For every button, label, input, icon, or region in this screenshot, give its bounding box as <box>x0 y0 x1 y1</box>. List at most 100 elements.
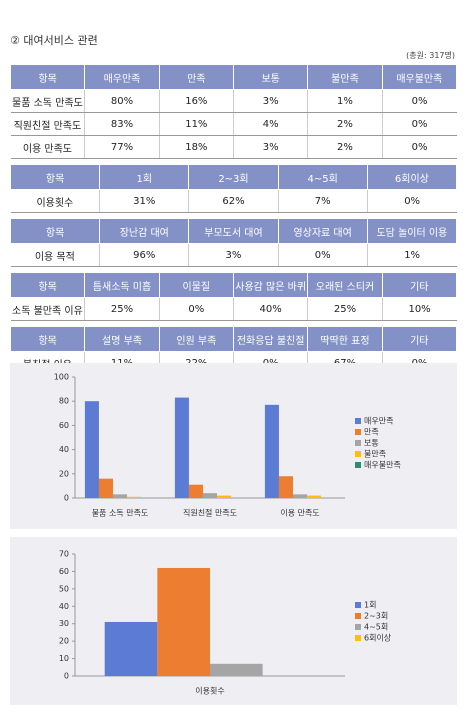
bar <box>278 476 293 498</box>
cell: 18% <box>158 135 234 159</box>
header-cell: 딱딱한 표정 <box>307 326 383 352</box>
x-tick-label: 이용횟수 <box>195 686 224 696</box>
header-cell: 오래된 스티커 <box>307 272 383 298</box>
legend-label: 불만족 <box>364 449 386 459</box>
header-row: 항목 1회 2~3회 4~5회 6회이상 <box>9 164 458 190</box>
header-cell: 항목 <box>9 272 86 298</box>
table: 항목 매우만족 만족 보통 불만족 매우불만족 물품 소독 만족도 80% 16% 3% 1% 0% 직… <box>9 64 458 159</box>
bar <box>127 496 142 498</box>
cell: 0% <box>158 297 234 321</box>
cell: 11% <box>158 112 234 136</box>
y-tick-label: 10 <box>59 654 69 663</box>
y-tick-label: 30 <box>59 619 69 628</box>
cell: 2% <box>307 112 383 136</box>
legend-label: 4~5회 <box>364 623 388 632</box>
cell: 직원친절 만족도 <box>10 112 85 136</box>
bar <box>98 478 113 498</box>
bar <box>264 404 279 498</box>
header-cell: 기타 <box>381 326 458 352</box>
cell: 83% <box>84 112 160 136</box>
header-row: 항목 매우만족 만족 보통 불만족 매우불만족 <box>9 64 458 90</box>
header-cell: 항목 <box>9 326 86 352</box>
y-tick-label: 50 <box>59 584 69 593</box>
table: 항목 1회 2~3회 4~5회 6회이상 이용횟수 31% 62% 7% 0% <box>9 164 458 213</box>
cell: 소독 불만족 이유 <box>10 297 85 321</box>
header-cell: 1회 <box>99 164 190 190</box>
legend-swatch <box>355 462 361 468</box>
bar <box>157 567 210 676</box>
legend-label: 만족 <box>364 428 379 437</box>
x-tick-label: 이용 만족도 <box>280 508 319 518</box>
cell: 0% <box>277 243 368 267</box>
cell: 0% <box>366 189 457 213</box>
cell: 2% <box>307 135 383 159</box>
header-cell: 2~3회 <box>188 164 279 190</box>
table: 항목 장난감 대여 부모도서 대여 영상자료 대여 도담 놀이터 이용 이용 목적 96% 3… <box>9 218 458 267</box>
legend-label: 6회이상 <box>364 633 392 643</box>
row: 이용 목적 96% 3% 0% 1% <box>10 243 457 267</box>
y-tick-label: 20 <box>59 637 69 646</box>
heading: ② 대여서비스 관련 <box>10 34 98 47</box>
header-cell: 항목 <box>9 218 101 244</box>
legend-swatch <box>355 624 361 630</box>
y-tick-label: 20 <box>59 469 69 478</box>
y-tick-label: 40 <box>59 602 69 611</box>
header-cell: 불만족 <box>307 64 383 90</box>
y-tick-label: 70 <box>59 550 69 559</box>
header-cell: 설명 부족 <box>84 326 160 352</box>
bar <box>307 495 322 498</box>
x-tick-label: 물품 소독 만족도 <box>92 509 149 518</box>
row: 이용 만족도 77% 18% 3% 2% 0% <box>10 135 457 159</box>
y-tick-label: 0 <box>64 672 69 681</box>
legend-swatch <box>355 635 361 641</box>
cell: 62% <box>188 189 279 213</box>
legend-swatch <box>355 613 361 619</box>
row: 이용횟수 31% 62% 7% 0% <box>10 189 457 213</box>
header-cell: 사용감 많은 바퀴 <box>232 272 309 298</box>
cell: 3% <box>232 135 308 159</box>
header-cell: 기타 <box>381 272 458 298</box>
row: 소독 불만족 이유 25% 0% 40% 25% 10% <box>10 297 457 321</box>
cell: 이용 만족도 <box>10 135 85 159</box>
header-cell: 매우만족 <box>84 64 160 90</box>
cell: 7% <box>277 189 368 213</box>
bar <box>174 397 189 498</box>
legend-label: 매우만족 <box>364 417 393 426</box>
table: 항목 틈새소독 미흡 이물질 사용감 많은 바퀴 오래된 스티커 기타 소독 불만족 이유 2… <box>9 272 458 321</box>
legend-swatch <box>355 602 361 608</box>
y-tick-label: 100 <box>54 373 69 382</box>
cell: 4% <box>232 112 308 136</box>
cell: 물품 소독 만족도 <box>10 89 85 113</box>
header-row: 항목 설명 부족 인원 부족 전화응답 불친절 딱딱한 표정 기타 <box>9 326 458 352</box>
cell: 25% <box>307 297 383 321</box>
cell: 이용 목적 <box>10 243 100 267</box>
bar <box>104 621 158 676</box>
header-cell: 전화응답 불친절 <box>232 326 309 352</box>
bar <box>112 494 128 498</box>
y-tick-label: 80 <box>59 397 69 406</box>
header-row: 항목 틈새소독 미흡 이물질 사용감 많은 바퀴 오래된 스티커 기타 <box>9 272 458 298</box>
x-tick-label: 직원친절 만족도 <box>183 508 237 518</box>
cell: 31% <box>99 189 189 213</box>
bar <box>292 494 308 498</box>
header-cell: 장난감 대여 <box>99 218 190 244</box>
header-cell: 항목 <box>9 164 101 190</box>
legend-swatch <box>355 418 361 424</box>
legend-label: 매우불만족 <box>364 460 401 470</box>
row: 직원친절 만족도 83% 11% 4% 2% 0% <box>10 112 457 136</box>
row: 물품 소독 만족도 80% 16% 3% 1% 0% <box>10 89 457 113</box>
header-cell: 보통 <box>232 64 309 90</box>
y-tick-label: 60 <box>59 421 69 430</box>
note: (총원: 317명) <box>406 51 455 60</box>
tables: 항목 매우만족 만족 보통 불만족 매우불만족 물품 소독 만족도 80% 16% 3% 1% 0% 직… <box>9 64 458 380</box>
cell: 3% <box>232 89 308 113</box>
header-cell: 4~5회 <box>277 164 368 190</box>
y-tick-label: 0 <box>64 494 69 503</box>
cell: 77% <box>84 135 160 159</box>
bar <box>210 663 263 676</box>
header-cell: 이물질 <box>158 272 234 298</box>
header-row: 항목 장난감 대여 부모도서 대여 영상자료 대여 도담 놀이터 이용 <box>9 218 458 244</box>
bar <box>188 484 203 498</box>
